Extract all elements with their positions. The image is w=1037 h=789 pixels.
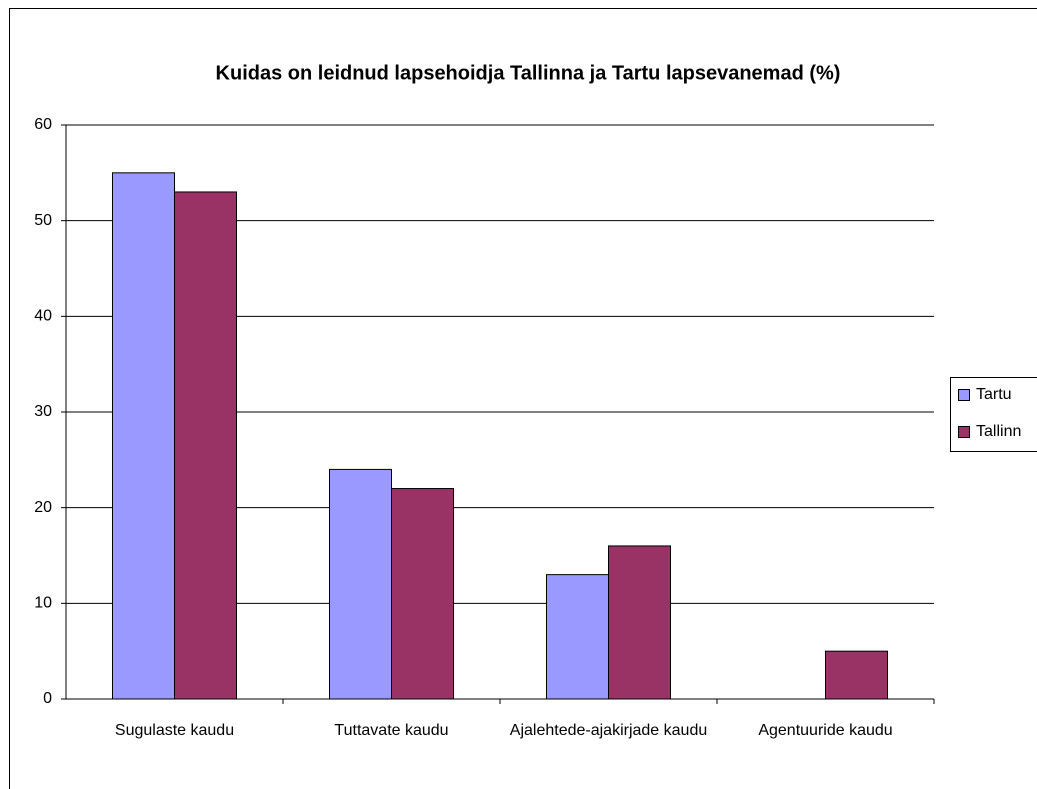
legend-label: Tartu [976, 386, 1012, 403]
bar [608, 545, 671, 700]
x-tick-label-box: Tuttavate kaudu [334, 722, 449, 739]
y-tick-label: 40 [34, 308, 52, 325]
legend-swatch [958, 426, 970, 438]
bar [546, 574, 609, 700]
legend-label: Tallinn [976, 423, 1021, 440]
x-tick-label: Sugulaste kaudu [114, 722, 235, 739]
x-tick-label: Ajalehtede-ajakirjade kaudu [509, 722, 708, 739]
x-tick-label-box: Sugulaste kaudu [114, 722, 235, 739]
y-tick-label: 30 [34, 403, 52, 420]
bar [112, 172, 175, 700]
x-tick-label-box: Agentuuride kaudu [758, 722, 893, 739]
bar [174, 191, 237, 700]
y-tick-label: 20 [34, 499, 52, 516]
bar [391, 488, 454, 700]
legend-swatch [958, 389, 970, 401]
bar [329, 468, 392, 700]
y-tick-label: 50 [34, 212, 52, 229]
chart-title: Kuidas on leidnud lapsehoidja Tallinna j… [216, 62, 841, 84]
bar [825, 650, 888, 700]
x-tick-label-box: Ajalehtede-ajakirjade kaudu [509, 722, 708, 739]
y-tick-label: 10 [34, 595, 52, 612]
chart-frame [9, 8, 1037, 789]
x-tick-label: Agentuuride kaudu [758, 722, 893, 739]
y-tick-label: 60 [34, 116, 52, 133]
x-tick-label: Tuttavate kaudu [334, 722, 449, 739]
y-tick-label: 0 [43, 690, 52, 707]
